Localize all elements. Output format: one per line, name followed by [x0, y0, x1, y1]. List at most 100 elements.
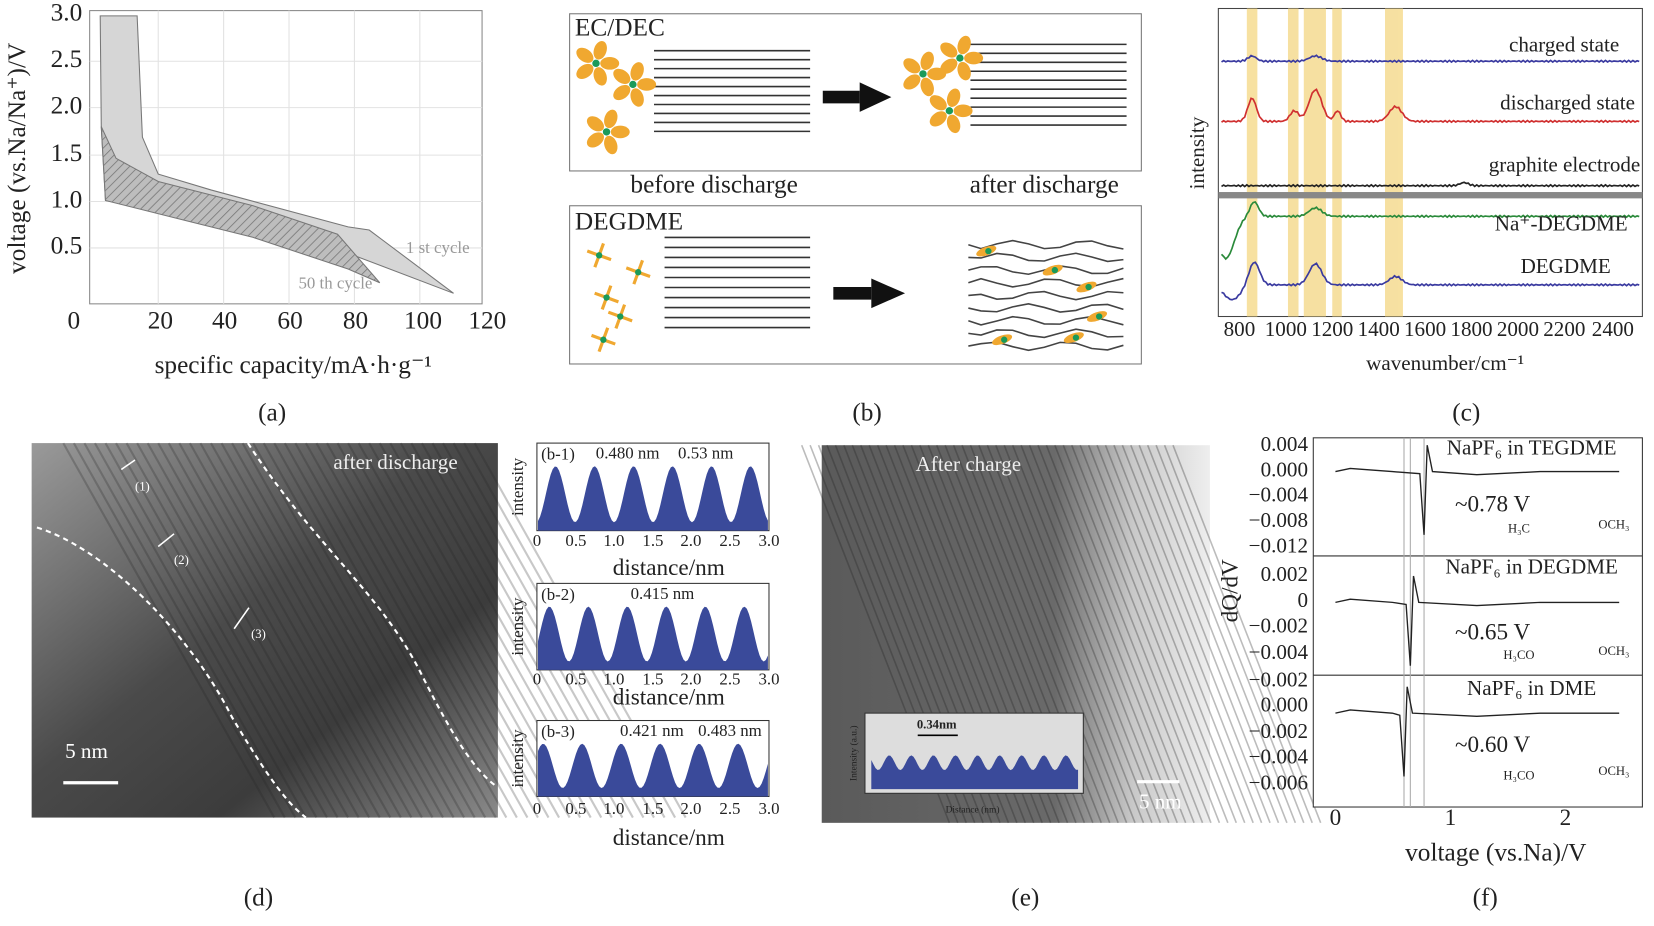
x-tick-label: 0: [533, 531, 541, 550]
ion: [595, 252, 603, 259]
series-label: Na⁺-DEGDME: [1495, 212, 1628, 236]
fringe: [1138, 444, 1288, 824]
solvent: [953, 104, 973, 118]
fringe: [347, 442, 560, 819]
x-tick-label: 80: [343, 307, 368, 335]
subplot-title: NaPF₆ in DEGDME: [1445, 554, 1617, 578]
x-tick-label: 1000: [1265, 317, 1307, 341]
x-tick-label: 3.0: [758, 799, 779, 818]
x-tick-label: 0: [533, 799, 541, 818]
fringe: [188, 442, 402, 819]
spectrum: [1221, 88, 1640, 124]
profile-tag: (b-1): [541, 445, 575, 464]
ion: [945, 107, 954, 115]
ion: [617, 313, 624, 320]
spectrum: [1221, 54, 1640, 64]
annotation: 50 th cycle: [298, 274, 372, 293]
profiles: (b-1) 0.480 nm 0.53 nm 0 0.5 1.0 1.5 2.0 2.5 3.0 d…: [508, 442, 780, 851]
x-tick-label: 60: [277, 307, 302, 335]
series-label: graphite electrode: [1489, 153, 1641, 177]
structure-label: H₃CO: [1503, 768, 1534, 782]
layer: [968, 239, 1124, 250]
fringe: [1113, 444, 1263, 824]
scale-label: 5 nm: [1139, 790, 1182, 814]
solvent: [600, 57, 620, 70]
panel-a: (a) specific capacity/mA·h·g⁻¹ voltage (…: [3, 10, 483, 426]
ion: [602, 128, 611, 136]
x-tick-label: 1.5: [642, 531, 663, 550]
spectrum: [1220, 200, 1640, 261]
fringe: [357, 442, 571, 819]
y-axis-label: intensity: [508, 457, 527, 516]
x-axis-label: specific capacity/mA·h·g⁻¹: [155, 351, 432, 379]
fringe: [157, 442, 371, 819]
fringe: [1130, 444, 1280, 824]
arrow: [871, 278, 906, 309]
panel-b: EC/DEC before discharge after discharge …: [569, 13, 1142, 426]
peak-label: ~0.60 V: [1455, 732, 1531, 758]
y-tick-label: −0.004: [1249, 640, 1309, 664]
solvent: [593, 67, 607, 86]
spectrum: [1221, 261, 1640, 301]
solvent: [586, 132, 604, 148]
box-title: DEGDME: [575, 207, 683, 235]
panel-c: (c) wavenumber/cm⁻¹ intensity charged st…: [1185, 7, 1643, 426]
x-tick-label: 1800: [1450, 317, 1492, 341]
y-tick-label: 0.000: [1261, 457, 1308, 481]
x-tick-label: 2.0: [680, 669, 701, 688]
y-tick-label: 0: [1297, 588, 1308, 612]
y-tick-label: 1.0: [51, 185, 83, 213]
profile-annotation: 0.415 nm: [631, 584, 695, 603]
y-tick-label: −0.002: [1249, 719, 1308, 743]
fringe: [1121, 444, 1271, 824]
fringe: [220, 442, 434, 819]
marker: (1): [135, 479, 150, 493]
fringe: [961, 444, 1111, 824]
fringe: [326, 442, 539, 819]
marker-lines: [120, 459, 250, 630]
x-tick-label: 0.5: [565, 799, 586, 818]
solvent: [920, 51, 934, 71]
x-axis-label: distance/nm: [613, 685, 725, 711]
fringe: [995, 444, 1145, 824]
layer: [968, 265, 1124, 276]
y-axis-label: dQ/dV: [1217, 559, 1243, 622]
profile-tag: (b-3): [541, 722, 575, 741]
structure-label: H₃CO: [1503, 648, 1534, 662]
dqdv-curve: [1335, 686, 1620, 777]
fringe: [199, 442, 413, 819]
spectrum: [1221, 181, 1640, 188]
fringe: [969, 444, 1119, 824]
y-tick-label: 1.5: [51, 139, 83, 167]
x-tick-label: 0: [1330, 805, 1342, 831]
caption: before discharge: [630, 171, 797, 199]
structure-label: OCH₃: [1598, 644, 1629, 658]
ion: [1072, 334, 1080, 341]
ion: [603, 294, 610, 301]
ion: [1001, 336, 1008, 343]
y-axis-label: voltage (vs.Na/Na⁺)/V: [3, 43, 31, 274]
x-tick-label: 40: [212, 307, 237, 335]
x-tick-label: 2400: [1592, 317, 1634, 341]
peak-label: ~0.65 V: [1455, 619, 1531, 645]
y-tick-label: 0.002: [1261, 562, 1308, 586]
fringe: [72, 442, 286, 819]
fringe: [294, 442, 508, 819]
series-label: charged state: [1509, 32, 1619, 56]
fringe: [1011, 444, 1162, 824]
y-tick-label: 0.000: [1261, 693, 1308, 717]
panel-label: (e): [1011, 884, 1039, 912]
x-tick-label: 1.0: [603, 799, 624, 818]
x-tick-label: 2.5: [719, 799, 740, 818]
peak-label: ~0.78 V: [1455, 492, 1531, 518]
scale-label: 5 nm: [65, 739, 108, 763]
x-tick-label: 0.5: [565, 669, 586, 688]
x-tick-label: 1.0: [603, 669, 624, 688]
layer: [968, 277, 1124, 288]
fringe: [315, 442, 529, 819]
profile-annotation: 0.421 nm: [620, 721, 684, 740]
caption: after discharge: [970, 171, 1119, 199]
tem-image: [31, 443, 498, 818]
x-tick-label: 1.0: [603, 531, 624, 550]
